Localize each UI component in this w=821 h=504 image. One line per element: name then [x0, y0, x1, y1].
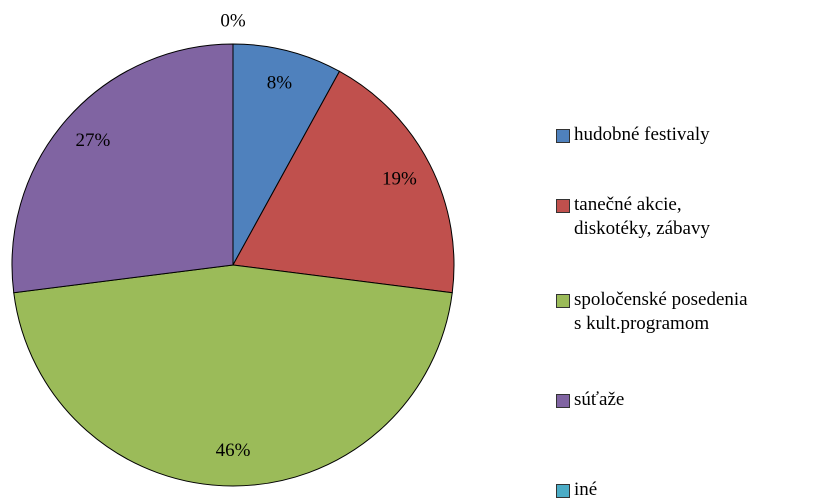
data-label: 46% [216, 440, 251, 461]
legend-swatch [556, 199, 570, 213]
legend-label: tanečné akcie, diskotéky, zábavy [574, 194, 710, 239]
pie-slice [11, 43, 234, 294]
legend-item: tanečné akcie, diskotéky, zábavy [556, 193, 710, 241]
data-label: 8% [267, 72, 293, 93]
data-label: 0% [220, 10, 246, 31]
pie-slice [232, 43, 341, 266]
data-label: 27% [76, 130, 111, 151]
legend-swatch [556, 294, 570, 308]
legend-label: iné [574, 479, 598, 500]
legend-label: spoločenské posedenia s kult.programom [574, 289, 748, 334]
legend-swatch [556, 394, 570, 408]
legend-item: iné [556, 478, 597, 502]
pie-slice [13, 264, 453, 487]
data-label: 19% [382, 169, 417, 190]
legend-swatch [556, 129, 570, 143]
legend-label: hudobné festivaly [574, 124, 710, 145]
legend-item: spoločenské posedenia s kult.programom [556, 288, 748, 336]
pie-slice [232, 70, 455, 294]
legend-label: súťaže [574, 389, 625, 410]
legend-item: hudobné festivaly [556, 123, 710, 147]
legend: hudobné festivaly tanečné akcie, diskoték… [556, 0, 816, 504]
legend-item: súťaže [556, 388, 624, 412]
legend-swatch [556, 484, 570, 498]
